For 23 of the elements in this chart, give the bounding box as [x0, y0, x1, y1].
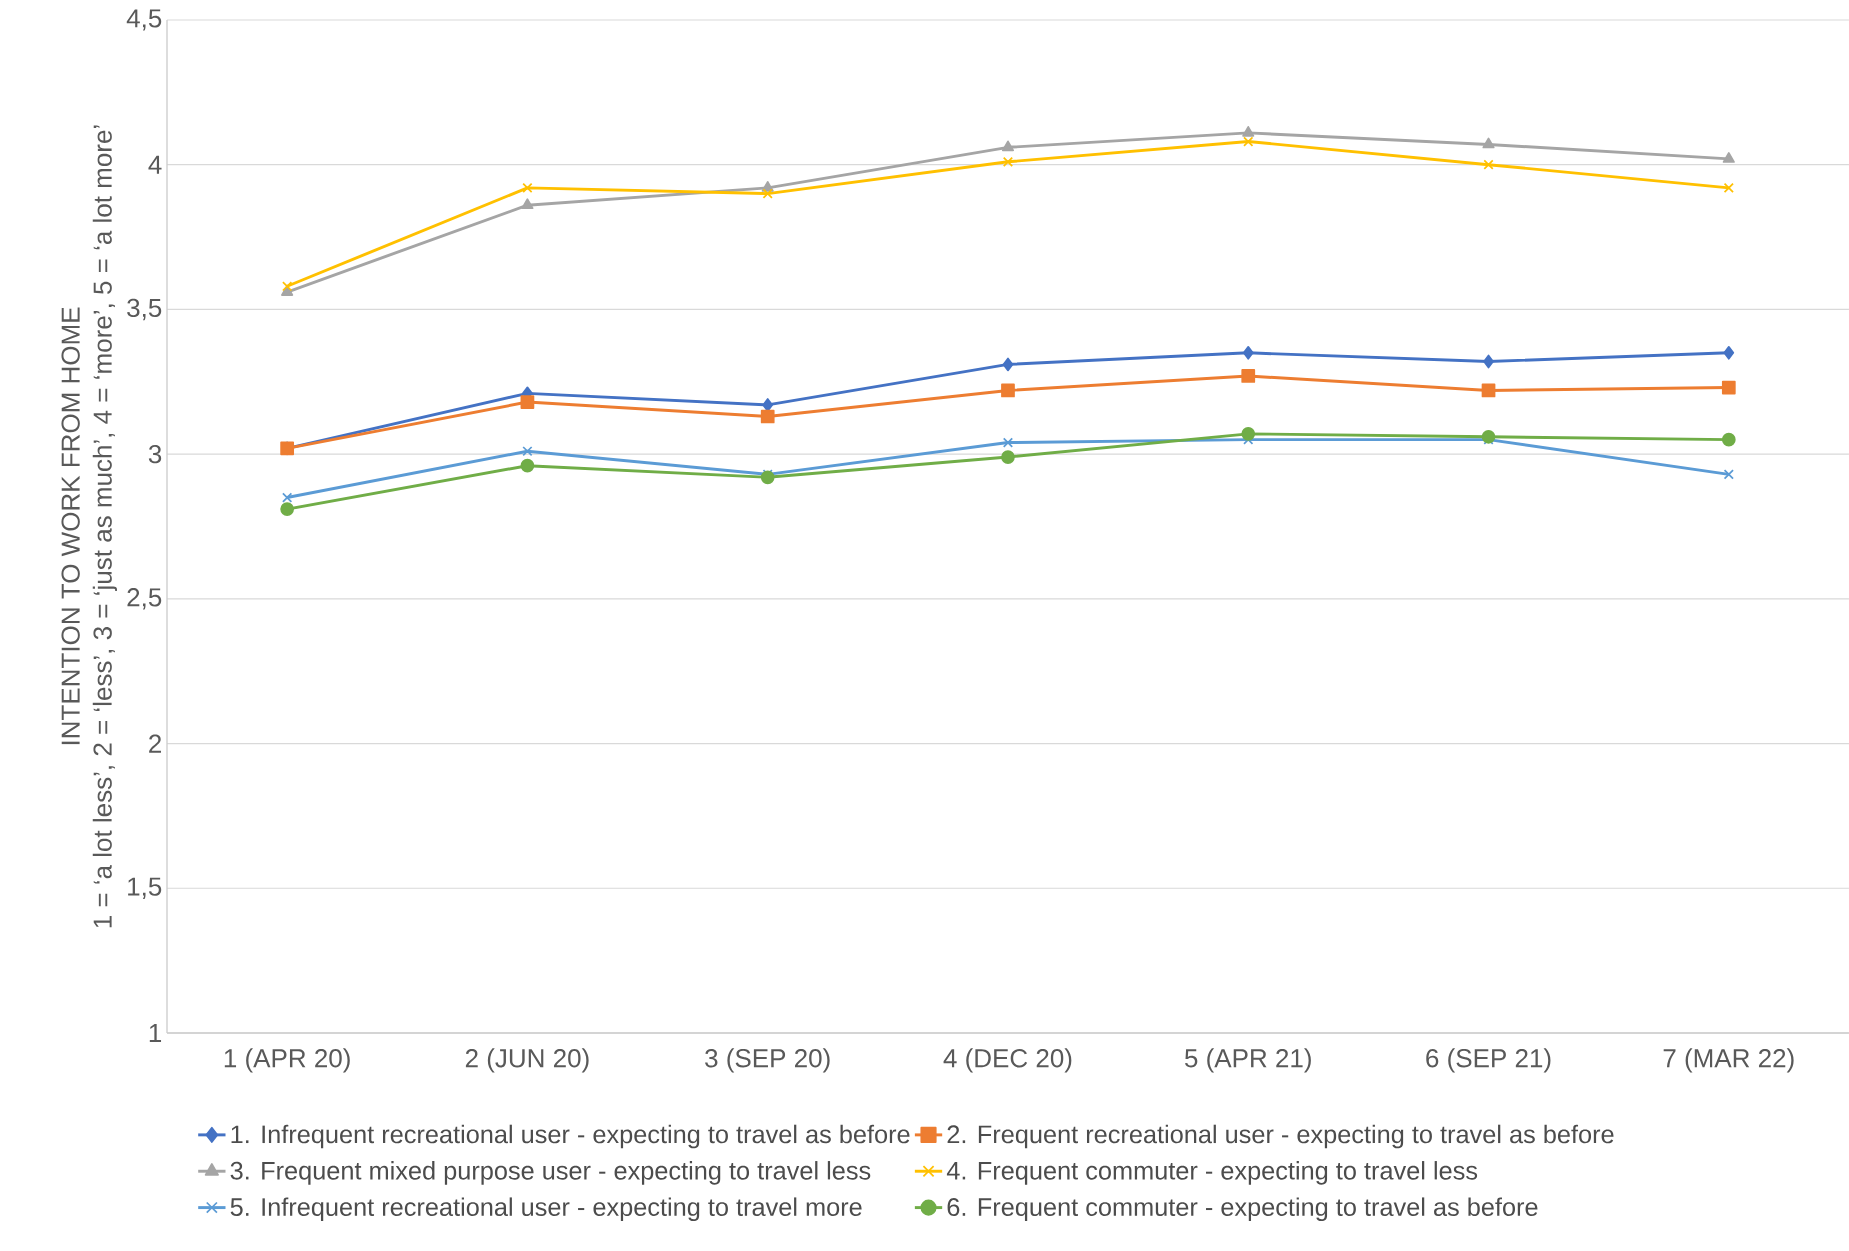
y-tick-label: 4	[148, 155, 162, 174]
x-tick-label: 5 (APR 21)	[1184, 1048, 1311, 1073]
x-tick-label: 2 (JUN 20)	[465, 1048, 589, 1073]
y-tick-label: 3,5	[127, 298, 162, 321]
y-tick-label: 4,5	[126, 9, 162, 31]
legend-label: 2. Frequent recreational user - expecting to travel as before	[947, 1124, 1614, 1149]
y-axis-title: INTENTION TO WORK FROM HOME	[61, 307, 80, 745]
text: 1 = ‘a lot less’, 2 = ‘less’, 3 = ‘just as much’, 4 = ‘more’, 5 = ‘a lot more’	[92, 125, 117, 928]
y-tick-label: 2,5	[127, 588, 162, 610]
legend-label: 1. Infrequent recreational user - expecting to travel as before	[231, 1124, 910, 1149]
x-tick-label: 7 (MAR 22)	[1663, 1048, 1794, 1073]
legend-label: 4. Frequent commuter - expecting to travel less	[946, 1161, 1478, 1185]
x-tick-label: 4 (DEC 20)	[943, 1048, 1072, 1073]
legend-label: 3. Frequent mixed purpose user - expecting to travel less	[230, 1161, 871, 1185]
y-tick-label: 3	[148, 444, 162, 464]
y-tick-label: 2	[149, 734, 161, 753]
y-tick-label: 1,5	[128, 877, 162, 899]
y-tick-label: 1	[149, 1024, 162, 1042]
legend-label: 5. Infrequent recreational user - expecting to travel more	[230, 1197, 862, 1222]
legend-label: 6. Frequent commuter - expecting to travel as before	[947, 1197, 1538, 1222]
x-tick-label: 3 (SEP 20)	[705, 1048, 830, 1073]
x-tick-label: 6 (SEP 21)	[1426, 1048, 1551, 1073]
x-tick-label: 1 (APR 20)	[224, 1048, 350, 1073]
